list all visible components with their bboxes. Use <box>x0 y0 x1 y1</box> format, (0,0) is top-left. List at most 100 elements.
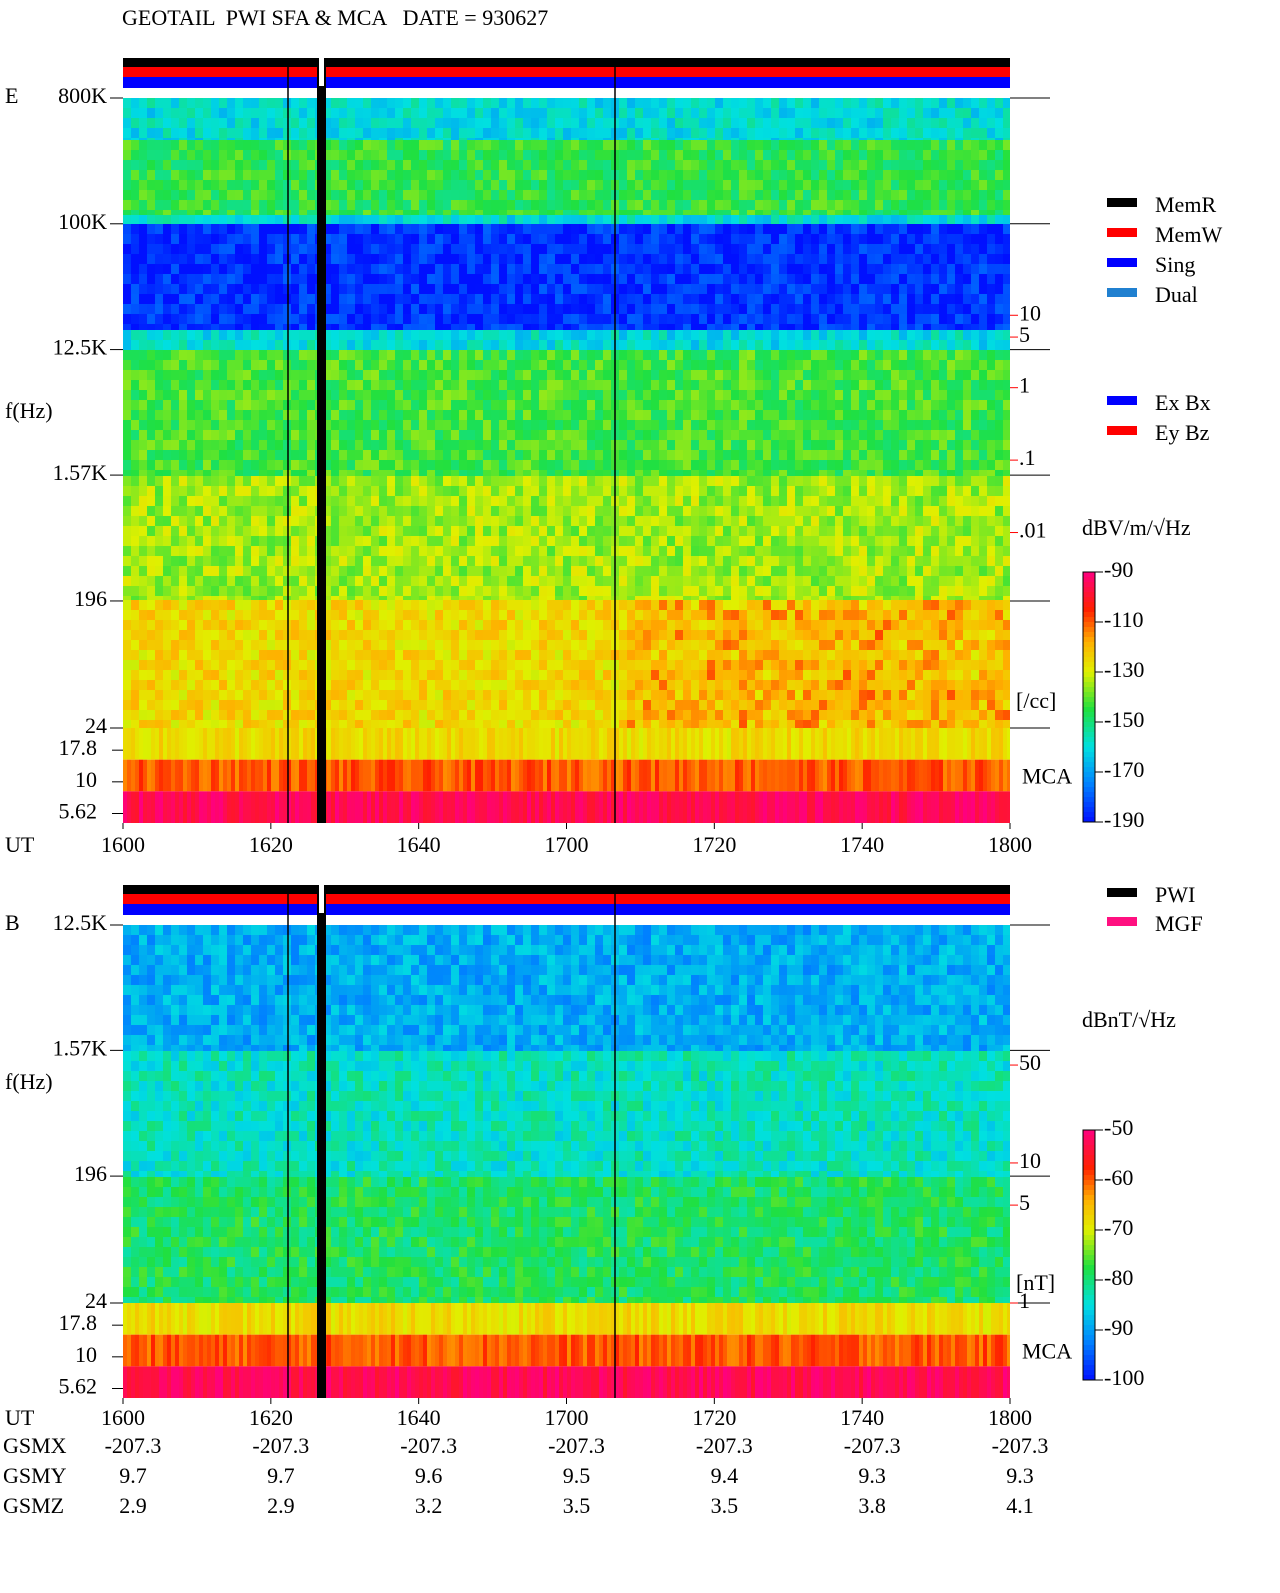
spectrogram-cell <box>1003 314 1010 324</box>
spectrogram-cell <box>531 430 539 440</box>
spectrogram-cell <box>563 496 571 506</box>
spectrogram-cell <box>667 340 675 350</box>
spectrogram-cell <box>595 420 603 430</box>
spectrogram-cell <box>227 390 235 400</box>
spectrogram-cell <box>283 506 291 516</box>
spectrogram-cell <box>323 430 331 440</box>
spectrogram-cell <box>683 330 691 340</box>
spectrogram-cell <box>131 470 139 476</box>
spectrogram-cell <box>187 370 195 380</box>
spectrogram-cell <box>683 476 691 486</box>
spectrogram-cell <box>907 420 915 430</box>
spectrogram-cell <box>539 486 547 496</box>
spectrogram-cell <box>995 200 1003 210</box>
spectrogram-cell <box>843 314 851 324</box>
spectrogram-cell <box>859 264 867 274</box>
spectrogram-cell <box>195 360 203 370</box>
spectrogram-cell <box>531 410 539 420</box>
spectrogram-cell <box>131 380 139 390</box>
spectrogram-cell <box>827 234 835 244</box>
spectrogram-cell <box>971 274 979 284</box>
spectrogram-cell <box>539 98 547 108</box>
spectrogram-cell <box>995 210 1003 215</box>
spectrogram-cell <box>147 460 155 470</box>
spectrogram-cell <box>923 340 931 350</box>
spectrogram-cell <box>363 118 371 128</box>
spectrogram-cell <box>867 420 875 430</box>
spectrogram-cell <box>427 304 435 314</box>
spectrogram-cell <box>987 324 995 330</box>
spectrogram-cell <box>483 516 491 526</box>
spectrogram-cell <box>947 476 955 486</box>
spectrogram-cell <box>1003 430 1010 440</box>
spectrogram-cell <box>491 370 499 380</box>
spectrogram-cell <box>355 380 363 390</box>
spectrogram-cell <box>147 108 155 118</box>
spectrogram-cell <box>531 330 539 340</box>
spectrogram-cell <box>227 420 235 430</box>
spectrogram-cell <box>891 516 899 526</box>
spectrogram-cell <box>835 460 843 470</box>
spectrogram-cell <box>883 190 891 200</box>
spectrogram-cell <box>203 108 211 118</box>
spectrogram-cell <box>683 180 691 190</box>
spectrogram-cell <box>483 460 491 470</box>
spectrogram-cell <box>587 304 595 314</box>
spectrogram-cell <box>291 254 299 264</box>
spectrogram-cell <box>707 138 715 140</box>
spectrogram-cell <box>403 244 411 254</box>
spectrogram-cell <box>595 430 603 440</box>
spectrogram-cell <box>179 450 187 460</box>
spectrogram-cell <box>331 324 339 330</box>
spectrogram-cell <box>515 340 523 350</box>
spectrogram-cell <box>411 264 419 274</box>
spectrogram-cell <box>155 140 163 150</box>
spectrogram-cell <box>355 190 363 200</box>
spectrogram-cell <box>659 294 667 304</box>
spectrogram-cell <box>891 486 899 496</box>
spectrogram-cell <box>155 304 163 314</box>
spectrogram-cell <box>539 150 547 160</box>
spectrogram-cell <box>219 470 227 476</box>
spectrogram-cell <box>595 180 603 190</box>
spectrogram-cell <box>499 476 507 486</box>
spectrogram-cell <box>715 380 723 390</box>
spectrogram-cell <box>507 180 515 190</box>
spectrogram-cell <box>883 470 891 476</box>
spectrogram-cell <box>339 340 347 350</box>
spectrogram-cell <box>371 264 379 274</box>
spectrogram-cell <box>779 140 787 150</box>
spectrogram-cell <box>147 314 155 324</box>
spectrogram-cell <box>339 370 347 380</box>
spectrogram-cell <box>1003 190 1010 200</box>
spectrogram-cell <box>859 234 867 244</box>
spectrogram-cell <box>275 496 283 506</box>
spectrogram-cell <box>523 294 531 304</box>
spectrogram-cell <box>499 140 507 150</box>
spectrogram-cell <box>883 476 891 486</box>
spectrogram-cell <box>907 150 915 160</box>
spectrogram-cell <box>515 150 523 160</box>
spectrogram-cell <box>771 330 779 340</box>
spectrogram-cell <box>395 430 403 440</box>
spectrogram-cell <box>747 244 755 254</box>
spectrogram-cell <box>267 400 275 410</box>
spectrogram-cell <box>275 264 283 274</box>
spectrogram-cell <box>515 254 523 264</box>
spectrogram-cell <box>355 98 363 108</box>
spectrogram-cell <box>587 160 595 170</box>
spectrogram-cell <box>299 340 307 350</box>
spectrogram-cell <box>763 294 771 304</box>
spectrogram-cell <box>499 284 507 294</box>
spectrogram-cell <box>827 190 835 200</box>
spectrogram-cell <box>1003 210 1010 215</box>
spectrogram-cell <box>299 244 307 254</box>
spectrogram-cell <box>523 400 531 410</box>
spectrogram-cell <box>763 264 771 274</box>
spectrogram-cell <box>971 294 979 304</box>
spectrogram-cell <box>955 350 963 360</box>
spectrogram-cell <box>339 254 347 264</box>
spectrogram-cell <box>467 210 475 215</box>
spectrogram-cell <box>123 140 131 150</box>
spectrogram-cell <box>307 340 315 350</box>
